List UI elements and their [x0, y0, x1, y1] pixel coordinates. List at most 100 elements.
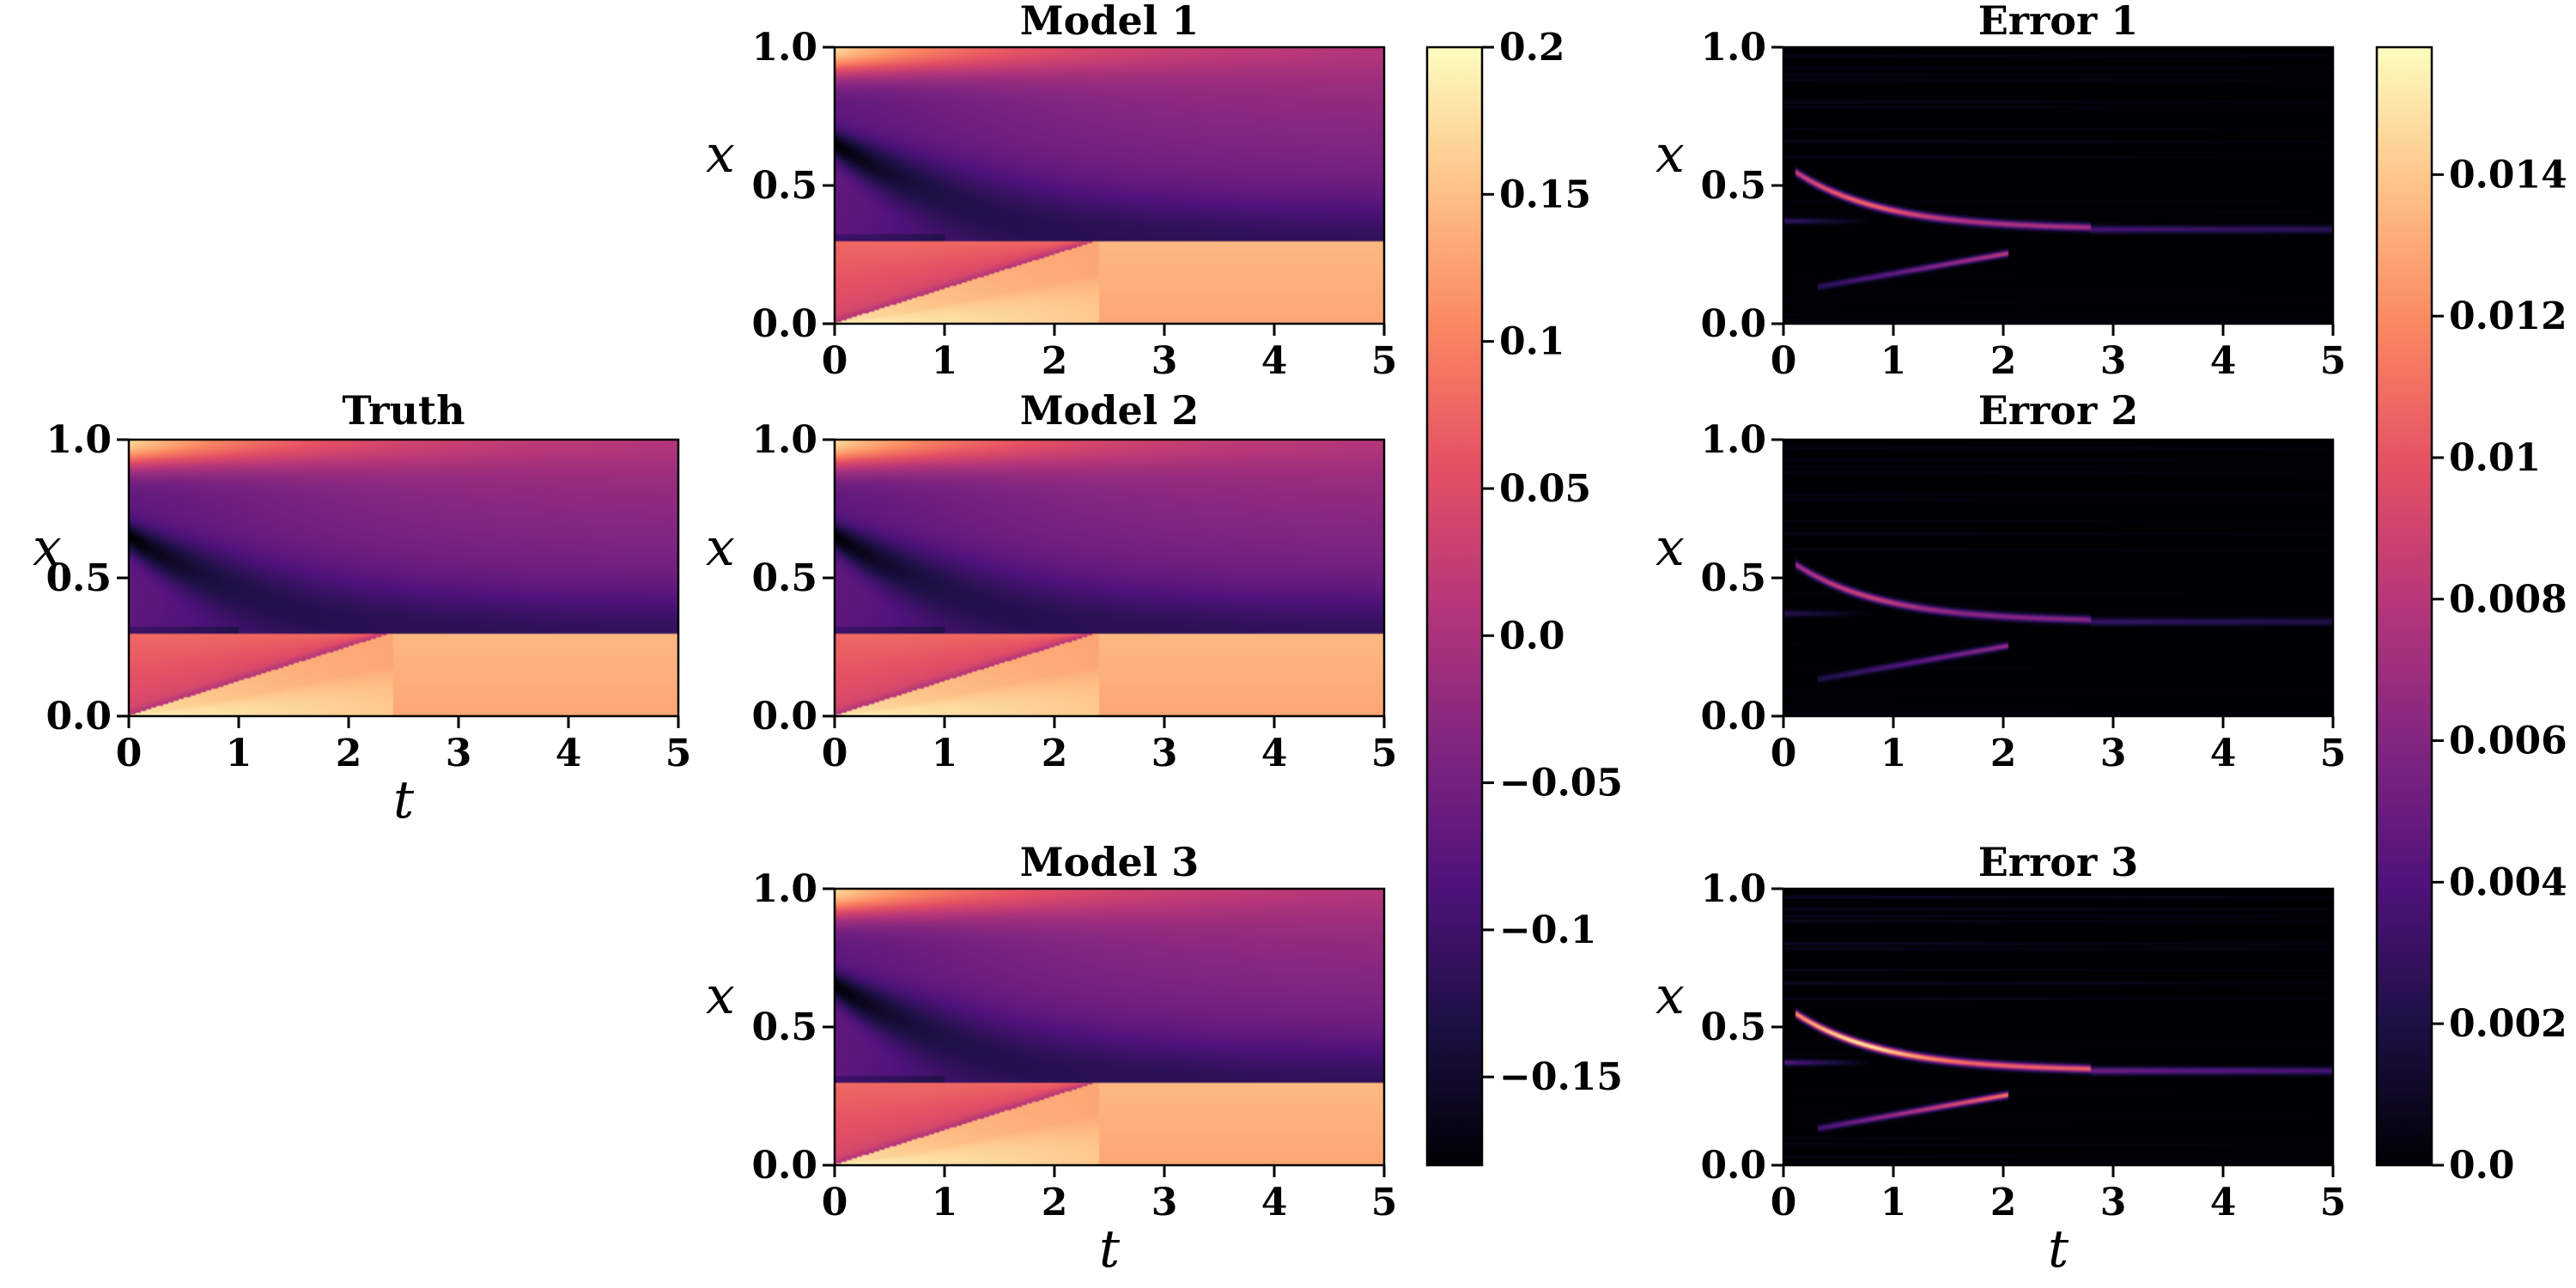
- panel-title: Model 2: [1020, 387, 1200, 434]
- panel-title: Model 1: [1020, 0, 1200, 44]
- colorbar-tick-label: 0.2: [1499, 26, 1565, 70]
- heatmap-error-1: [1783, 47, 2333, 324]
- axis-ticks: 0 1 2 3 4 5 0.0 0.5 1.0: [46, 418, 691, 775]
- y-tick-label: 1.0: [751, 867, 817, 911]
- panel-error-3: Error 3 0 1 2 3 4 5 0.0 0.5 1.0 x t: [1656, 839, 2346, 1279]
- colorbar-tick-label: 0.1: [1499, 320, 1565, 364]
- x-tick-label: 2: [1042, 732, 1068, 775]
- x-tick-label: 2: [1990, 732, 2017, 775]
- x-tick-label: 0: [822, 339, 848, 383]
- heatmap-error-2: [1783, 440, 2333, 716]
- heatmap-error-3: [1783, 889, 2333, 1165]
- panel-model-2: Model 2 0 1 2 3 4 5 0.0 0.5 1.0 x: [706, 387, 1397, 775]
- y-axis-label: x: [1656, 518, 1685, 578]
- y-axis-label: x: [706, 125, 735, 185]
- colorbar-error: 0.014 0.012 0.01 0.008 0.006 0.004 0.002 0.0: [2375, 46, 2567, 1188]
- colorbar-tick-label: 0.05: [1499, 467, 1591, 511]
- y-tick-label: 1.0: [751, 418, 817, 462]
- x-tick-label: 1: [932, 732, 958, 775]
- x-tick-label: 5: [2320, 732, 2347, 775]
- x-tick-label: 5: [1371, 339, 1398, 383]
- heatmap-truth: [129, 440, 678, 716]
- x-tick-label: 2: [1990, 339, 2017, 383]
- y-tick-label: 0.5: [751, 164, 817, 208]
- panel-model-1: Model 1 0 1 2 3 4 5 0.0 0.5 1.0 x: [706, 0, 1397, 383]
- colorbar-tick-label: 0.012: [2449, 295, 2567, 338]
- colorbar-tick-label: 0.006: [2449, 720, 2567, 763]
- x-axis-label: t: [2048, 1219, 2069, 1279]
- panel-error-1: Error 1 0 1 2 3 4 5 0.0 0.5 1.0 x: [1656, 0, 2346, 383]
- x-tick-label: 5: [2320, 339, 2347, 383]
- y-axis-label: x: [1656, 966, 1685, 1026]
- y-tick-label: 0.0: [1700, 695, 1766, 738]
- y-axis-label: x: [1656, 125, 1685, 185]
- panel-title: Error 2: [1978, 387, 2138, 434]
- y-tick-label: 1.0: [1700, 418, 1766, 462]
- colorbar-error-gradient: [2377, 47, 2432, 1165]
- panel-truth: Truth 0 1 2 3 4 5 0.0 0.5 1.0 x t: [33, 387, 691, 830]
- axis-ticks: 0 1 2 3 4 5 0.0 0.5 1.0: [1700, 867, 2346, 1224]
- colorbar-tick-label: 0.002: [2449, 1002, 2567, 1046]
- x-tick-label: 3: [2100, 732, 2127, 775]
- y-tick-label: 0.5: [46, 556, 112, 600]
- y-tick-label: 0.5: [1700, 1005, 1766, 1049]
- y-tick-label: 0.5: [751, 1005, 817, 1049]
- x-tick-label: 1: [1880, 1181, 1907, 1224]
- colorbar-tick-label: −0.05: [1499, 762, 1623, 805]
- x-tick-label: 1: [1880, 732, 1907, 775]
- colorbar-tick-label: 0.0: [2449, 1144, 2515, 1188]
- x-tick-label: 1: [226, 732, 252, 775]
- y-axis-label: x: [33, 518, 62, 578]
- x-tick-label: 3: [1151, 339, 1178, 383]
- y-tick-label: 0.0: [1700, 1144, 1766, 1188]
- x-tick-label: 2: [1990, 1181, 2017, 1224]
- x-tick-label: 3: [2100, 1181, 2127, 1224]
- x-axis-label: t: [393, 770, 415, 830]
- colorbar-ticks: 0.014 0.012 0.01 0.008 0.006 0.004 0.002 0.0: [2432, 153, 2567, 1188]
- y-tick-label: 1.0: [1700, 26, 1766, 70]
- colorbar-tick-label: 0.014: [2449, 153, 2567, 197]
- x-axis-label: t: [1099, 1219, 1121, 1279]
- y-tick-label: 1.0: [1700, 867, 1766, 911]
- x-tick-label: 1: [932, 339, 958, 383]
- x-tick-label: 1: [1880, 339, 1907, 383]
- colorbar-tick-label: 0.004: [2449, 860, 2567, 904]
- x-tick-label: 3: [446, 732, 472, 775]
- y-axis-label: x: [706, 966, 735, 1026]
- y-tick-label: 0.5: [1700, 164, 1766, 208]
- y-tick-label: 0.0: [46, 695, 112, 738]
- x-tick-label: 1: [932, 1181, 958, 1224]
- axis-ticks: 0 1 2 3 4 5 0.0 0.5 1.0: [751, 26, 1397, 383]
- colorbar-tick-label: 0.0: [1499, 614, 1565, 658]
- colorbar-frame: [1425, 46, 1484, 1167]
- x-tick-label: 0: [1771, 1181, 1797, 1224]
- colorbar-tick-label: 0.15: [1499, 173, 1591, 216]
- x-tick-label: 4: [2210, 339, 2237, 383]
- axis-ticks: 0 1 2 3 4 5 0.0 0.5 1.0: [751, 418, 1397, 775]
- x-tick-label: 3: [1151, 1181, 1178, 1224]
- x-tick-label: 0: [1771, 732, 1797, 775]
- axis-ticks: 0 1 2 3 4 5 0.0 0.5 1.0: [1700, 26, 2346, 383]
- x-tick-label: 4: [1261, 1181, 1288, 1224]
- colorbar-tick-label: 0.008: [2449, 578, 2567, 622]
- colorbar-tick-label: 0.01: [2449, 436, 2541, 480]
- y-tick-label: 1.0: [751, 26, 817, 70]
- x-tick-label: 4: [1261, 732, 1288, 775]
- colorbar-frame: [2375, 46, 2433, 1167]
- heatmap-model-2: [835, 440, 1384, 716]
- x-tick-label: 2: [1042, 1181, 1068, 1224]
- y-tick-label: 1.0: [46, 418, 112, 462]
- axis-ticks: 0 1 2 3 4 5 0.0 0.5 1.0: [751, 867, 1397, 1224]
- colorbar-ticks: 0.2 0.15 0.1 0.05 0.0 −0.05 −0.1 −0.15: [1482, 26, 1623, 1099]
- x-tick-label: 2: [1042, 339, 1068, 383]
- heatmap-model-1: [835, 47, 1384, 324]
- x-tick-label: 0: [822, 732, 848, 775]
- x-tick-label: 5: [2320, 1181, 2347, 1224]
- panel-error-2: Error 2 0 1 2 3 4 5 0.0 0.5 1.0 x: [1656, 387, 2346, 775]
- x-tick-label: 0: [116, 732, 143, 775]
- x-tick-label: 5: [1371, 732, 1398, 775]
- y-tick-label: 0.5: [751, 556, 817, 600]
- axis-ticks: 0 1 2 3 4 5 0.0 0.5 1.0: [1700, 418, 2346, 775]
- x-tick-label: 2: [336, 732, 362, 775]
